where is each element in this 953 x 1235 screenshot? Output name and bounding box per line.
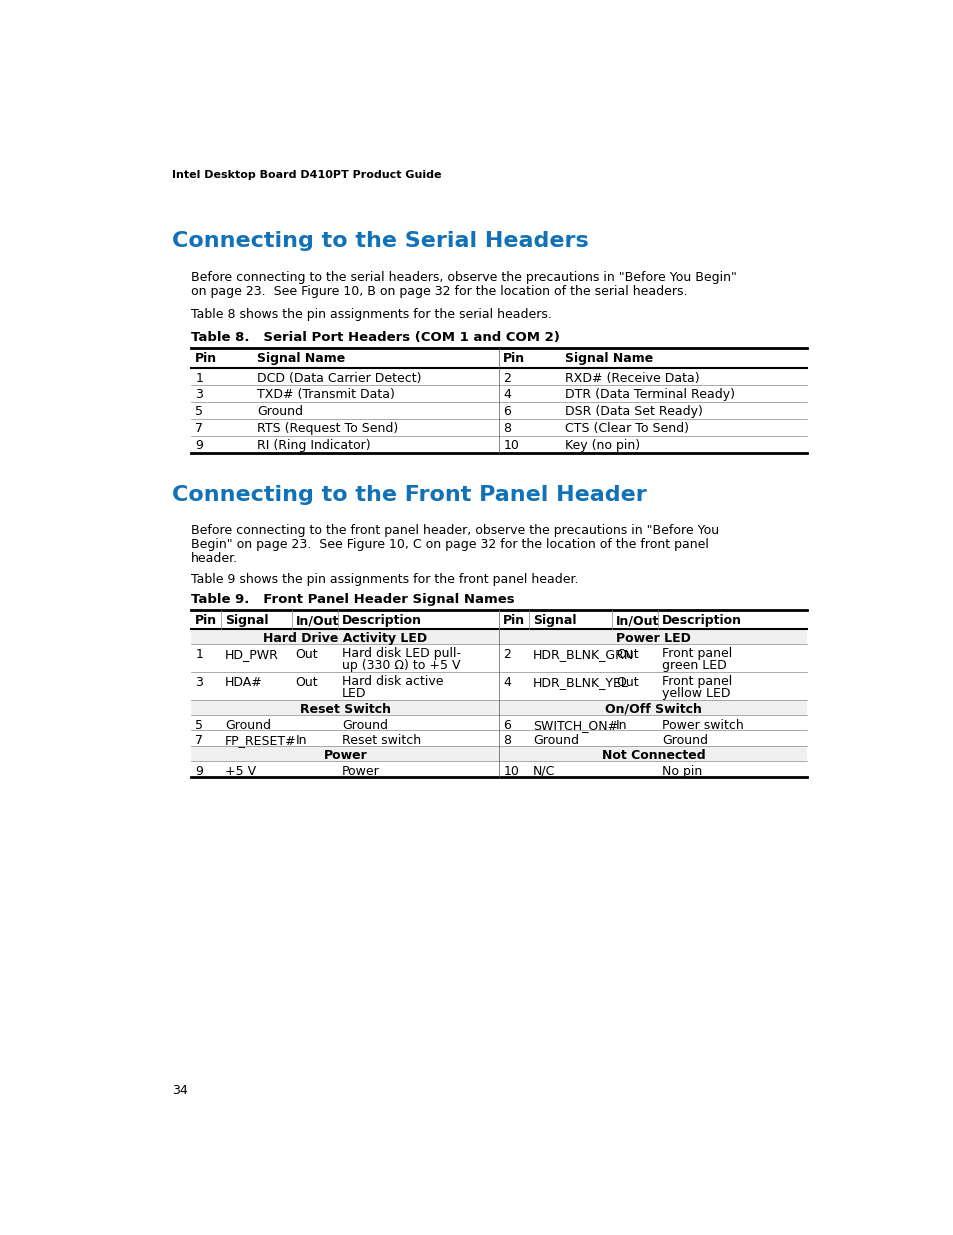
Text: Ground: Ground [533, 734, 578, 747]
Text: 2: 2 [503, 372, 511, 384]
Text: yellow LED: yellow LED [661, 687, 730, 700]
Text: Intel Desktop Board D410PT Product Guide: Intel Desktop Board D410PT Product Guide [172, 169, 441, 180]
Text: TXD# (Transmit Data): TXD# (Transmit Data) [256, 389, 395, 401]
Bar [192, 699, 806, 715]
Text: header.: header. [192, 552, 238, 564]
Text: Signal Name: Signal Name [564, 352, 653, 366]
Text: Key (no pin): Key (no pin) [564, 440, 639, 452]
Text: 7: 7 [195, 734, 203, 747]
Text: Hard Drive Activity LED: Hard Drive Activity LED [263, 632, 427, 645]
Text: On/Off Switch: On/Off Switch [604, 703, 701, 715]
Text: on page 23.  See Figure 10, B on page 32 for the location of the serial headers.: on page 23. See Figure 10, B on page 32 … [192, 285, 687, 299]
Text: N/C: N/C [533, 764, 555, 778]
Text: Signal Name: Signal Name [256, 352, 345, 366]
Text: Hard disk LED pull-: Hard disk LED pull- [341, 647, 460, 661]
Text: 7: 7 [195, 422, 203, 435]
Text: In: In [295, 734, 307, 747]
Text: Not Connected: Not Connected [601, 748, 704, 762]
Text: In: In [616, 719, 627, 732]
Text: In/Out: In/Out [295, 614, 338, 627]
Text: 34: 34 [172, 1084, 188, 1097]
Text: Out: Out [616, 676, 638, 689]
Text: 8: 8 [503, 734, 511, 747]
Text: 3: 3 [195, 676, 203, 689]
Text: Front panel: Front panel [661, 674, 732, 688]
Text: Out: Out [295, 676, 318, 689]
Text: DSR (Data Set Ready): DSR (Data Set Ready) [564, 405, 702, 419]
Text: Connecting to the Serial Headers: Connecting to the Serial Headers [172, 231, 588, 252]
Text: 3: 3 [195, 389, 203, 401]
Text: Reset Switch: Reset Switch [299, 703, 391, 715]
Text: Out: Out [616, 648, 638, 661]
Text: Power: Power [323, 748, 367, 762]
Text: Pin: Pin [503, 614, 525, 627]
Text: up (330 Ω) to +5 V: up (330 Ω) to +5 V [341, 659, 460, 673]
Text: Out: Out [295, 648, 318, 661]
Text: 5: 5 [195, 405, 203, 419]
Text: +5 V: +5 V [225, 764, 255, 778]
Text: Ground: Ground [341, 719, 388, 732]
Text: Signal: Signal [225, 614, 268, 627]
Text: 1: 1 [195, 648, 203, 661]
Text: Table 9 shows the pin assignments for the front panel header.: Table 9 shows the pin assignments for th… [192, 573, 578, 587]
Text: SWITCH_ON#: SWITCH_ON# [533, 719, 618, 732]
Text: DCD (Data Carrier Detect): DCD (Data Carrier Detect) [256, 372, 421, 384]
Text: Hard disk active: Hard disk active [341, 674, 443, 688]
Text: Table 9.   Front Panel Header Signal Names: Table 9. Front Panel Header Signal Names [192, 593, 515, 606]
Text: No pin: No pin [661, 764, 701, 778]
Text: Pin: Pin [195, 352, 217, 366]
Text: 5: 5 [195, 719, 203, 732]
Text: RXD# (Receive Data): RXD# (Receive Data) [564, 372, 699, 384]
Text: Reset switch: Reset switch [341, 734, 420, 747]
Text: Pin: Pin [195, 614, 217, 627]
Bar [192, 746, 806, 761]
Bar [192, 629, 806, 645]
Text: Begin" on page 23.  See Figure 10, C on page 32 for the location of the front pa: Begin" on page 23. See Figure 10, C on p… [192, 537, 708, 551]
Text: 10: 10 [503, 440, 518, 452]
Text: 1: 1 [195, 372, 203, 384]
Text: CTS (Clear To Send): CTS (Clear To Send) [564, 422, 688, 435]
Text: Ground: Ground [225, 719, 271, 732]
Text: Connecting to the Front Panel Header: Connecting to the Front Panel Header [172, 485, 646, 505]
Text: RTS (Request To Send): RTS (Request To Send) [256, 422, 397, 435]
Text: Front panel: Front panel [661, 647, 732, 661]
Text: HDR_BLNK_GRN: HDR_BLNK_GRN [533, 648, 634, 661]
Text: 9: 9 [195, 764, 203, 778]
Text: Table 8.   Serial Port Headers (COM 1 and COM 2): Table 8. Serial Port Headers (COM 1 and … [192, 331, 559, 345]
Text: 6: 6 [503, 405, 511, 419]
Text: Before connecting to the front panel header, observe the precautions in "Before : Before connecting to the front panel hea… [192, 524, 719, 537]
Text: DTR (Data Terminal Ready): DTR (Data Terminal Ready) [564, 389, 734, 401]
Text: 10: 10 [503, 764, 518, 778]
Text: Ground: Ground [661, 734, 707, 747]
Text: 9: 9 [195, 440, 203, 452]
Text: LED: LED [341, 687, 366, 700]
Text: Pin: Pin [503, 352, 525, 366]
Text: Description: Description [661, 614, 741, 627]
Text: Power switch: Power switch [661, 719, 743, 732]
Text: 8: 8 [503, 422, 511, 435]
Text: Table 8 shows the pin assignments for the serial headers.: Table 8 shows the pin assignments for th… [192, 309, 552, 321]
Text: Description: Description [341, 614, 421, 627]
Text: Power: Power [341, 764, 379, 778]
Text: 4: 4 [503, 389, 511, 401]
Text: HD_PWR: HD_PWR [225, 648, 278, 661]
Text: In/Out: In/Out [616, 614, 659, 627]
Text: 2: 2 [503, 648, 511, 661]
Text: HDA#: HDA# [225, 676, 262, 689]
Text: Signal: Signal [533, 614, 576, 627]
Text: 6: 6 [503, 719, 511, 732]
Text: FP_RESET#: FP_RESET# [225, 734, 296, 747]
Text: HDR_BLNK_YEL: HDR_BLNK_YEL [533, 676, 628, 689]
Text: 4: 4 [503, 676, 511, 689]
Text: green LED: green LED [661, 659, 726, 673]
Text: Power LED: Power LED [616, 632, 690, 645]
Text: RI (Ring Indicator): RI (Ring Indicator) [256, 440, 370, 452]
Text: Ground: Ground [256, 405, 302, 419]
Text: Before connecting to the serial headers, observe the precautions in "Before You : Before connecting to the serial headers,… [192, 272, 737, 284]
